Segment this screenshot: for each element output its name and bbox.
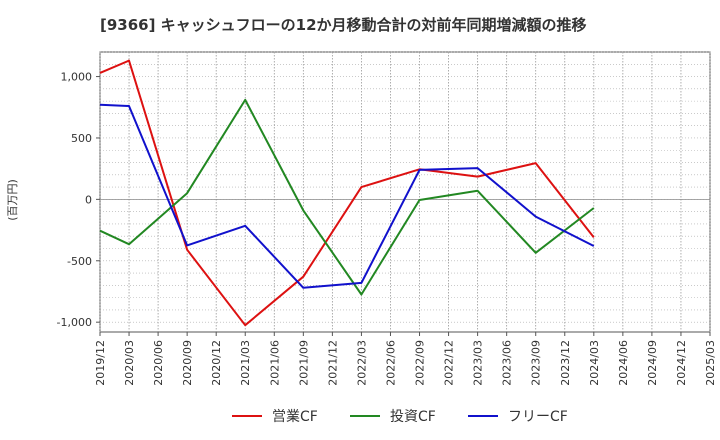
y-tick-label: -500 [67,255,92,268]
x-tick-label: 2022/06 [384,340,397,386]
x-tick-label: 2021/03 [239,340,252,386]
y-axis-label: (百万円) [6,179,19,221]
x-tick-label: 2022/03 [355,340,368,386]
legend-label: 投資CF [390,409,436,425]
x-tick-label: 2022/12 [443,340,456,386]
series-lines [99,59,595,327]
x-axis-ticks: 2019/12 2020/03 2020/06 2020/09 2020/12 2021/… [94,332,717,386]
x-tick-label: 2023/12 [559,340,572,386]
x-tick-label: 2024/12 [675,340,688,386]
plot-area [99,51,711,333]
x-tick-label: 2020/03 [123,340,136,386]
x-tick-label: 2024/06 [617,340,630,386]
x-tick-label: 2023/03 [472,340,485,386]
x-tick-label: 2021/09 [297,340,310,386]
x-tick-label: 2021/06 [268,340,281,386]
y-tick-label: 500 [71,132,92,145]
legend: 営業CF 投資CF フリーCF [232,409,568,425]
x-tick-label: 2024/03 [588,340,601,386]
chart-title: [9366] キャッシュフローの12か月移動合計の対前年同期増減額の推移 [100,16,587,34]
x-tick-label: 2019/12 [94,340,107,386]
legend-label: 営業CF [272,409,318,425]
x-tick-label: 2023/09 [530,340,543,386]
series-line [99,98,595,296]
legend-label: フリーCF [508,409,568,425]
x-tick-label: 2020/09 [181,340,194,386]
series-line [99,59,595,327]
y-tick-label: 1,000 [61,71,93,84]
y-tick-label: -1,000 [57,316,92,329]
x-tick-label: 2024/09 [646,340,659,386]
x-tick-label: 2023/06 [501,340,514,386]
y-axis-ticks: -1,000 -500 0 500 1,000 [57,71,100,329]
x-tick-label: 2020/06 [152,340,165,386]
x-tick-label: 2021/12 [326,340,339,386]
x-tick-label: 2025/03 [704,340,717,386]
y-tick-label: 0 [85,193,92,206]
x-tick-label: 2022/09 [414,340,427,386]
series-line [99,103,595,289]
x-tick-label: 2020/12 [210,340,223,386]
